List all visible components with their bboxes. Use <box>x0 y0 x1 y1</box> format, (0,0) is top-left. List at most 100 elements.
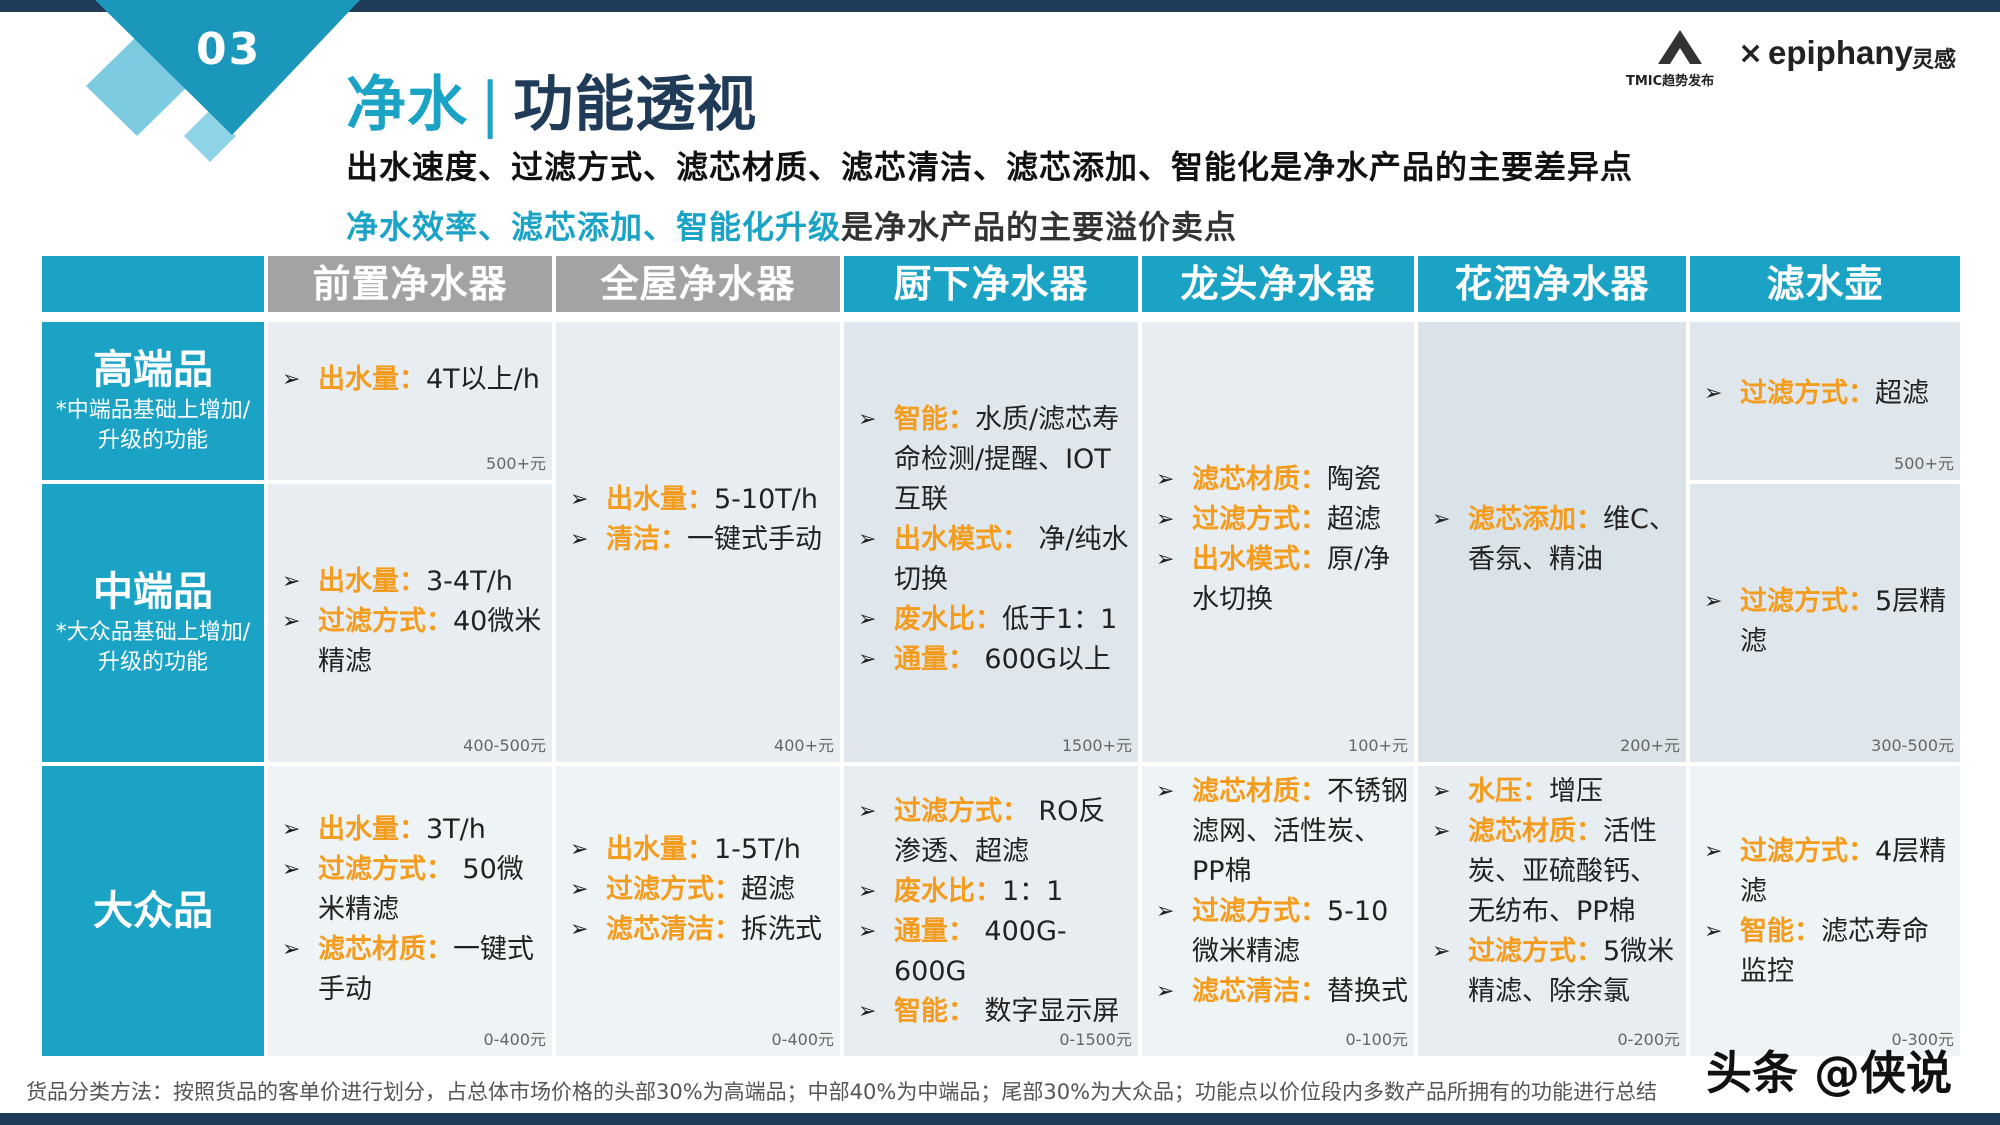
feature-item: ➢ 过滤方式：5-10微米精滤 <box>1156 892 1408 972</box>
feature-value: 3T/h <box>426 814 486 845</box>
price-range: 0-200元 <box>1617 1030 1681 1049</box>
feature-key: 出水量 <box>318 364 399 395</box>
cell-items: ➢ 滤芯材质：陶瓷 ➢ 过滤方式：超滤 ➢ 出水模式：原/净水切换 <box>1156 460 1408 620</box>
feature-key: 滤芯材质 <box>1192 464 1300 495</box>
arrow-bullet-icon: ➢ <box>1432 939 1451 964</box>
feature-separator: ： <box>1300 896 1327 927</box>
feature-text: 过滤方式：超滤 <box>1740 374 1954 414</box>
feature-value: 超滤 <box>1327 504 1381 535</box>
arrow-bullet-icon: ➢ <box>1704 589 1723 614</box>
feature-key: 过滤方式 <box>894 796 1002 827</box>
column-header-faucet: 龙头净水器 <box>1142 256 1414 312</box>
column-header-shower: 花洒净水器 <box>1418 256 1686 312</box>
cell-wholehouse-highmid: ➢ 出水量：5-10T/h ➢ 清洁：一键式手动 400+元 <box>556 322 840 762</box>
feature-text: 滤芯材质：活性炭、亚硫酸钙、无纺布、PP棉 <box>1468 812 1680 932</box>
feature-separator: ： <box>1576 936 1603 967</box>
feature-item: ➢ 过滤方式：超滤 <box>570 870 834 910</box>
feature-item: ➢ 废水比：1：1 <box>858 872 1132 912</box>
arrow-bullet-icon: ➢ <box>858 647 877 672</box>
feature-value: 40微米精滤 <box>318 606 542 677</box>
arrow-bullet-icon: ➢ <box>282 609 301 634</box>
feature-text: 清洁：一键式手动 <box>606 520 834 560</box>
arrow-bullet-icon: ➢ <box>1704 919 1723 944</box>
feature-text: 滤芯材质：一键式手动 <box>318 930 546 1010</box>
feature-item: ➢ 滤芯材质：活性炭、亚硫酸钙、无纺布、PP棉 <box>1432 812 1680 932</box>
toutiao-watermark: 头条 @侠说 <box>1706 1046 1953 1100</box>
feature-separator: ： <box>1300 776 1327 807</box>
feature-text: 滤芯添加：维C、香氛、精油 <box>1468 500 1680 580</box>
feature-separator: ： <box>714 874 741 905</box>
cell-prefilter-high: ➢ 出水量：4T以上/h 500+元 <box>268 322 552 480</box>
arrow-bullet-icon: ➢ <box>570 837 589 862</box>
cell-items: ➢ 过滤方式： RO反渗透、超滤 ➢ 废水比：1：1 ➢ 通量： 400G-600G ➢ 智能… <box>858 792 1132 1032</box>
feature-text: 出水量：4T以上/h <box>318 360 546 400</box>
feature-key: 出水模式 <box>894 524 1002 555</box>
feature-separator: ： <box>687 834 714 865</box>
feature-value: 600G以上 <box>984 644 1111 675</box>
feature-text: 滤芯清洁：拆洗式 <box>606 910 834 950</box>
feature-text: 通量： 400G-600G <box>894 912 1132 992</box>
price-range: 0-100元 <box>1345 1030 1409 1049</box>
feature-separator: ： <box>1300 464 1327 495</box>
feature-key: 废水比 <box>894 876 975 907</box>
feature-key: 过滤方式 <box>1192 896 1300 927</box>
price-range: 300-500元 <box>1871 736 1954 755</box>
feature-text: 过滤方式：40微米精滤 <box>318 602 546 682</box>
feature-value: 5微米精滤、除余氯 <box>1468 936 1675 1007</box>
feature-separator: ： <box>426 934 453 965</box>
feature-key: 出水量 <box>318 566 399 597</box>
feature-text: 过滤方式：超滤 <box>606 870 834 910</box>
feature-item: ➢ 清洁：一键式手动 <box>570 520 834 560</box>
arrow-bullet-icon: ➢ <box>570 917 589 942</box>
feature-value: 3-4T/h <box>426 566 513 597</box>
cell-items: ➢ 出水量：5-10T/h ➢ 清洁：一键式手动 <box>570 480 834 560</box>
arrow-bullet-icon: ➢ <box>282 857 301 882</box>
cell-items: ➢ 出水量：1-5T/h ➢ 过滤方式：超滤 ➢ 滤芯清洁：拆洗式 <box>570 830 834 950</box>
feature-text: 出水模式： 净/纯水切换 <box>894 520 1132 600</box>
cell-pitcher-high: ➢ 过滤方式：超滤 500+元 <box>1690 322 1960 480</box>
cell-items: ➢ 滤芯添加：维C、香氛、精油 <box>1432 500 1680 580</box>
cell-items: ➢ 过滤方式：5层精滤 <box>1704 582 1954 662</box>
feature-text: 过滤方式： 50微米精滤 <box>318 850 546 930</box>
feature-value: 1-5T/h <box>714 834 801 865</box>
feature-item: ➢ 过滤方式：5微米精滤、除余氯 <box>1432 932 1680 1012</box>
column-header-undersink: 厨下净水器 <box>844 256 1138 312</box>
tmic-logo-icon <box>1658 30 1702 64</box>
feature-value: 400G-600G <box>894 916 1067 987</box>
feature-item: ➢ 过滤方式：40微米精滤 <box>282 602 546 682</box>
feature-value: 1：1 <box>1002 876 1064 907</box>
feature-key: 过滤方式 <box>1192 504 1300 535</box>
feature-key: 滤芯清洁 <box>1192 976 1300 1007</box>
feature-separator: ： <box>1576 504 1603 535</box>
feature-key: 出水量 <box>606 484 687 515</box>
feature-item: ➢ 过滤方式： 50微米精滤 <box>282 850 546 930</box>
feature-item: ➢ 出水量：5-10T/h <box>570 480 834 520</box>
cell-pitcher-mid: ➢ 过滤方式：5层精滤 300-500元 <box>1690 484 1960 762</box>
feature-separator: ： <box>1300 504 1327 535</box>
feature-text: 出水量：5-10T/h <box>606 480 834 520</box>
feature-item: ➢ 滤芯材质：一键式手动 <box>282 930 546 1010</box>
row-label-text: 中端品 <box>93 569 213 615</box>
feature-item: ➢ 出水量：3-4T/h <box>282 562 546 602</box>
arrow-bullet-icon: ➢ <box>858 799 877 824</box>
arrow-bullet-icon: ➢ <box>1432 779 1451 804</box>
feature-key: 滤芯材质 <box>1468 816 1576 847</box>
feature-text: 废水比：1：1 <box>894 872 1132 912</box>
feature-item: ➢ 过滤方式：5层精滤 <box>1704 582 1954 662</box>
feature-value: 低于1：1 <box>1002 604 1118 635</box>
feature-value: 超滤 <box>741 874 795 905</box>
cell-shower-highmid: ➢ 滤芯添加：维C、香氛、精油 200+元 <box>1418 322 1686 762</box>
feature-key: 滤芯添加 <box>1468 504 1576 535</box>
feature-item: ➢ 智能： 数字显示屏 <box>858 992 1132 1032</box>
price-range: 0-1500元 <box>1059 1030 1132 1049</box>
cell-items: ➢ 过滤方式：4层精滤 ➢ 智能：滤芯寿命监控 <box>1704 832 1954 992</box>
feature-separator: ： <box>1522 776 1549 807</box>
section-number: 03 <box>196 24 262 75</box>
feature-separator: ： <box>1002 524 1039 555</box>
cell-items: ➢ 出水量：3-4T/h ➢ 过滤方式：40微米精滤 <box>282 562 546 682</box>
feature-separator: ： <box>975 876 1002 907</box>
cell-faucet-mass: ➢ 滤芯材质：不锈钢滤网、活性炭、PP棉 ➢ 过滤方式：5-10微米精滤 ➢ 滤芯清洁：替… <box>1142 766 1414 1056</box>
feature-text: 过滤方式：5微米精滤、除余氯 <box>1468 932 1680 1012</box>
feature-separator: ： <box>1848 586 1875 617</box>
price-range: 100+元 <box>1348 736 1408 755</box>
